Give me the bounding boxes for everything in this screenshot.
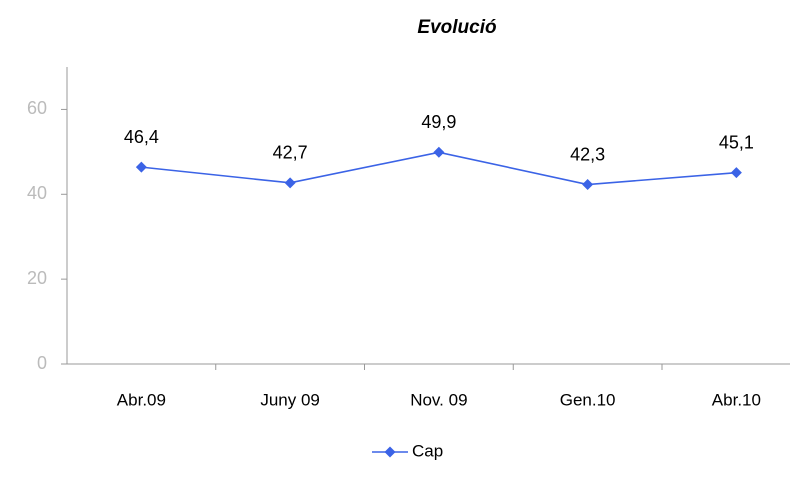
data-point	[135, 161, 147, 173]
data-point	[433, 146, 445, 158]
x-tick-label: Abr.10	[712, 390, 761, 409]
data-label: 42,3	[570, 144, 605, 164]
x-tick-label: Gen.10	[560, 390, 616, 409]
y-tick-label: 40	[27, 183, 47, 203]
data-label: 45,1	[719, 132, 754, 152]
data-point	[730, 167, 742, 179]
x-tick-label: Abr.09	[117, 390, 166, 409]
data-point	[582, 179, 594, 191]
x-tick-label: Nov. 09	[410, 390, 467, 409]
data-point	[284, 177, 296, 189]
data-label: 42,7	[273, 143, 308, 163]
legend-marker	[384, 446, 396, 458]
y-tick-label: 0	[37, 353, 47, 373]
y-tick-label: 20	[27, 268, 47, 288]
x-tick-label: Juny 09	[260, 390, 320, 409]
y-tick-label: 60	[27, 98, 47, 118]
chart-title: Evolució	[417, 17, 496, 38]
data-label: 46,4	[124, 127, 159, 147]
legend-label: Cap	[412, 441, 443, 460]
data-label: 49,9	[421, 112, 456, 132]
